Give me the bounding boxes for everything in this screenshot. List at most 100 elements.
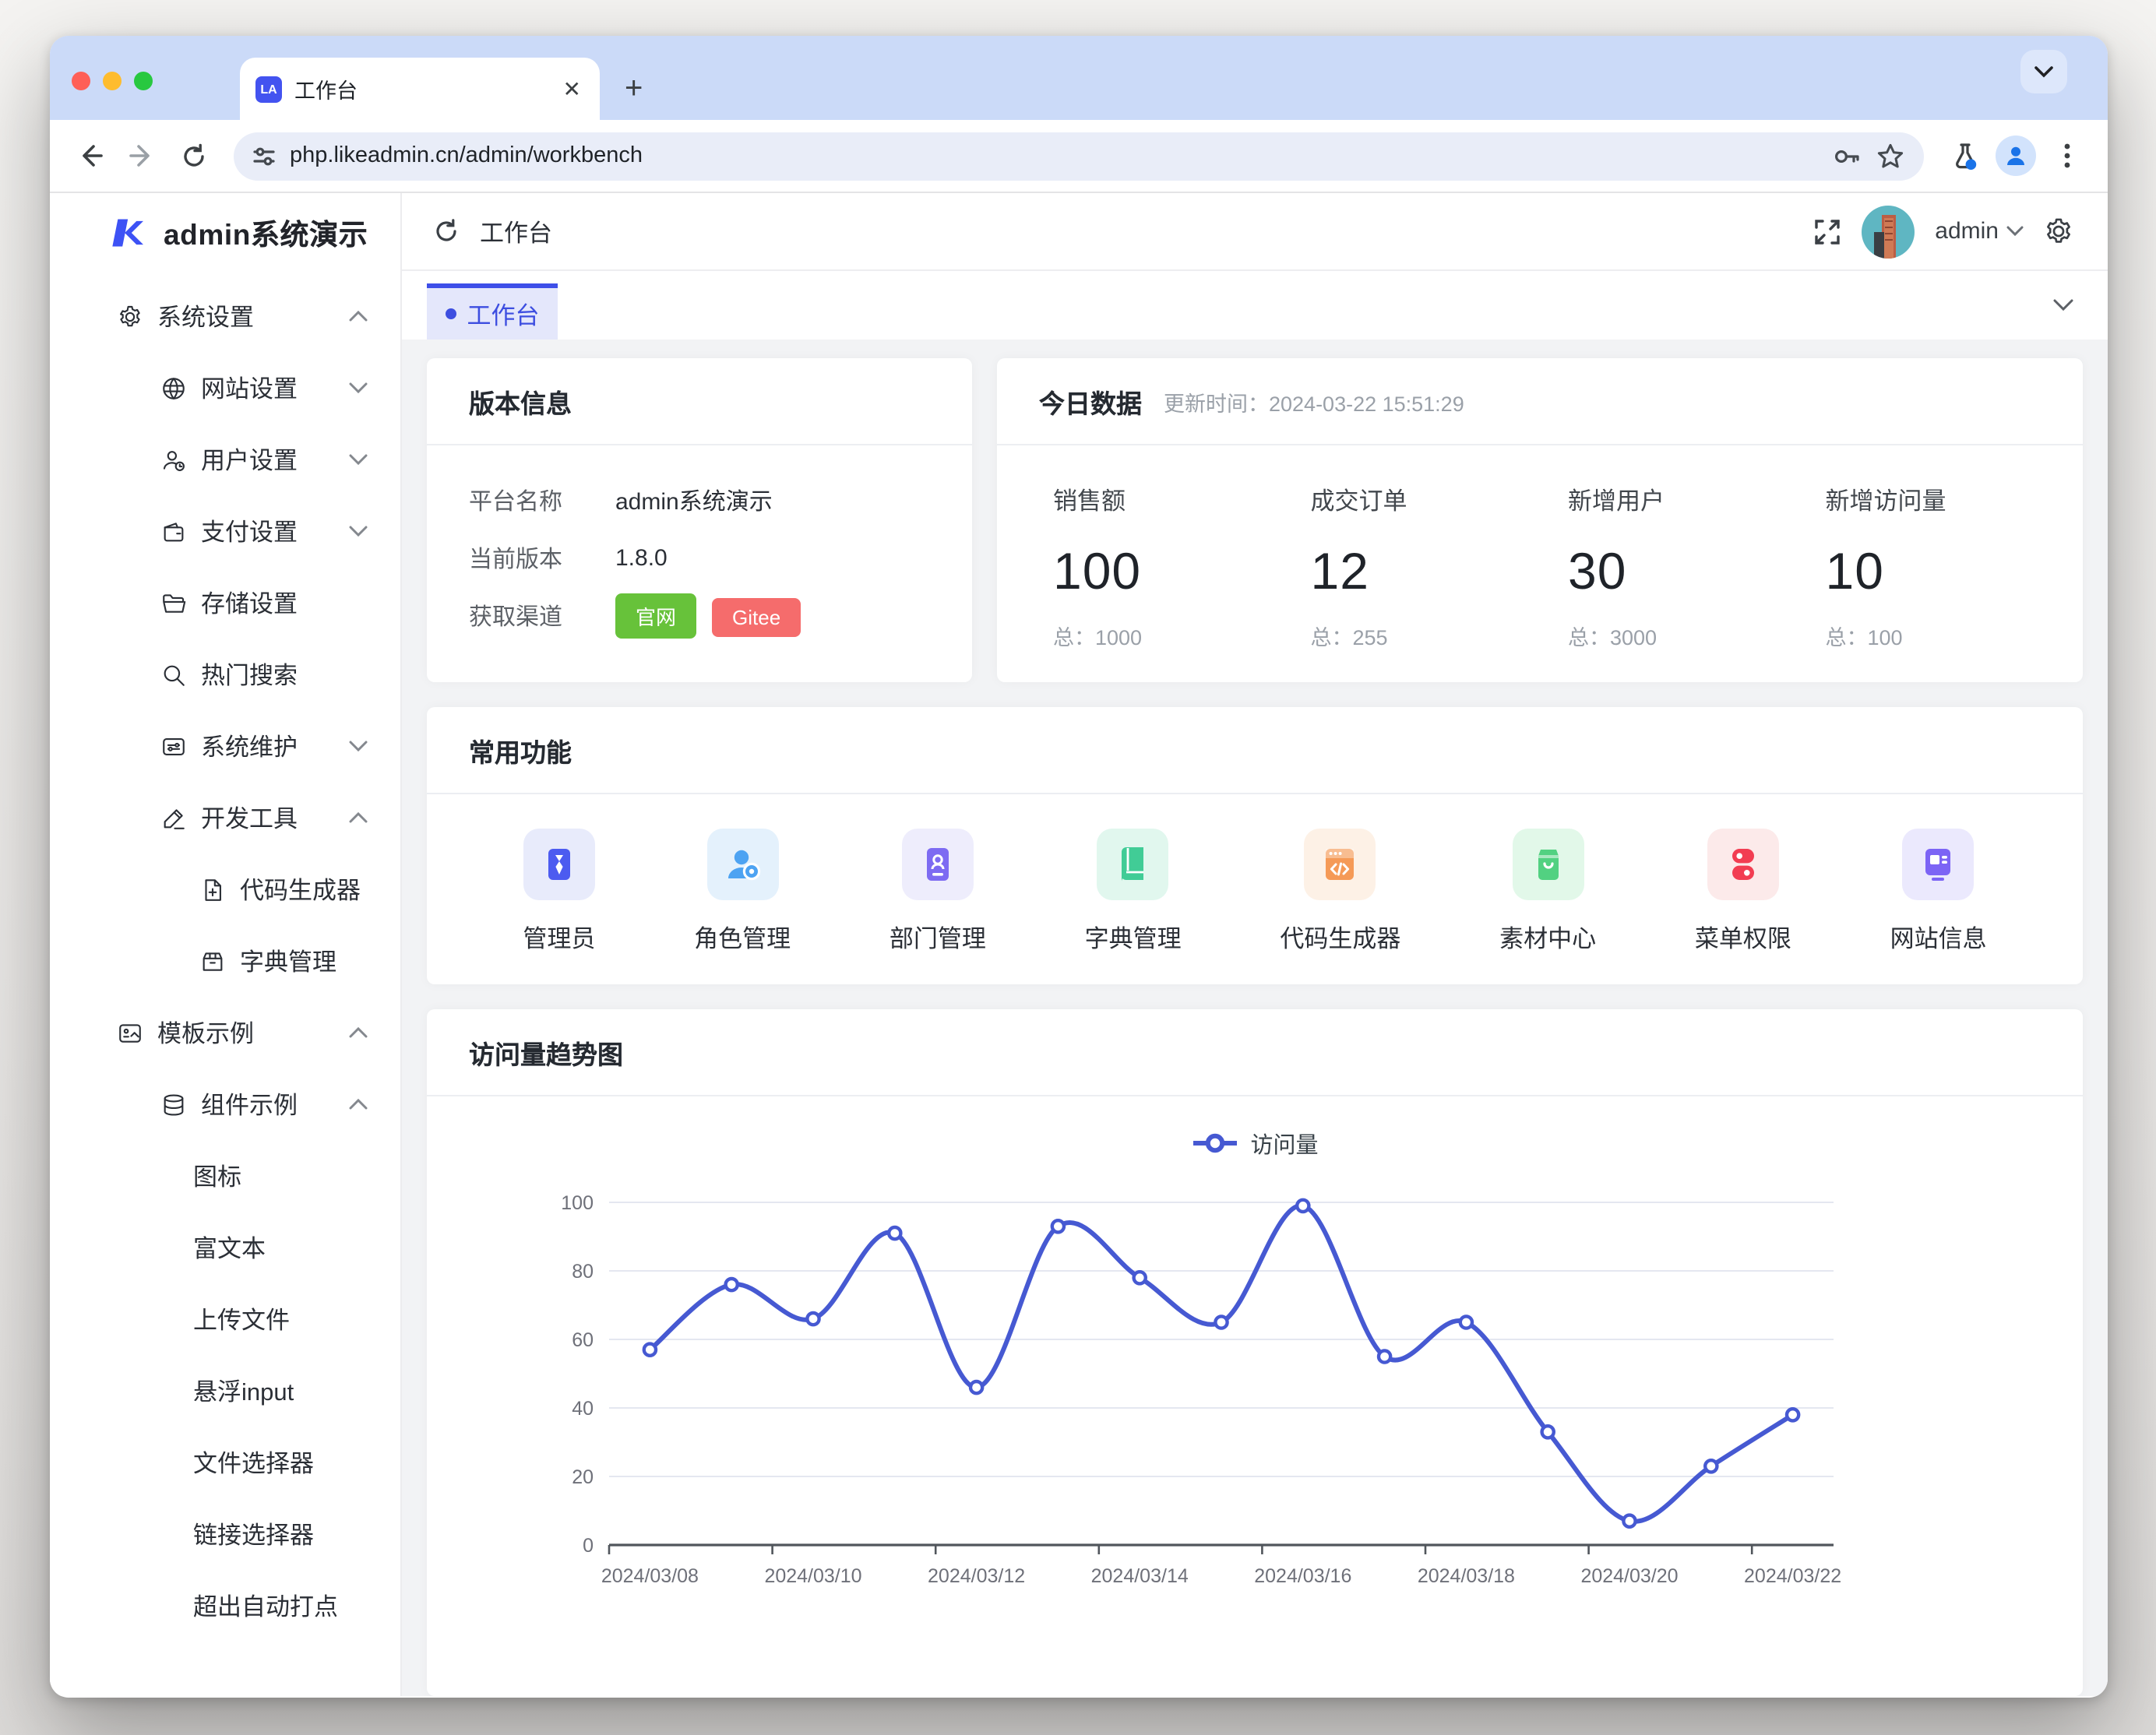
code-gen-icon: [1304, 829, 1376, 900]
sidebar-item-label: 热门搜索: [201, 663, 298, 690]
sidebar-item-开发工具[interactable]: 开发工具: [50, 782, 400, 853]
channel-button-Gitee[interactable]: Gitee: [712, 598, 801, 637]
function-部门管理[interactable]: 部门管理: [890, 829, 986, 955]
stat-销售额: 销售额 100 总：1000: [1053, 489, 1143, 649]
channel-button-官网[interactable]: 官网: [615, 593, 697, 639]
site-info-icon: [1902, 829, 1975, 900]
main-area: 工作台 admin: [402, 193, 2108, 1696]
site-settings-icon[interactable]: [252, 144, 276, 167]
chevron-up-icon: [349, 1026, 368, 1039]
page-tab-bar: 工作台: [402, 271, 2108, 340]
user-icon: [159, 446, 187, 473]
function-代码生成器[interactable]: 代码生成器: [1280, 829, 1400, 955]
tab-workbench[interactable]: 工作台: [427, 283, 558, 340]
sidebar-item-字典管理[interactable]: 字典管理: [50, 925, 400, 997]
sidebar-item-网站设置[interactable]: 网站设置: [50, 352, 400, 424]
function-菜单权限[interactable]: 菜单权限: [1695, 829, 1791, 955]
browser-tab[interactable]: LA 工作台 ✕: [240, 58, 600, 120]
sidebar-item-富文本[interactable]: 富文本: [50, 1212, 400, 1283]
app-logo[interactable]: admin系统演示: [50, 193, 400, 273]
new-tab-button[interactable]: +: [625, 72, 643, 106]
browser-profile-avatar[interactable]: [1996, 135, 2036, 176]
sidebar-item-系统维护[interactable]: 系统维护: [50, 710, 400, 782]
sidebar-item-用户设置[interactable]: 用户设置: [50, 424, 400, 495]
svg-text:0: 0: [583, 1535, 594, 1557]
fullscreen-icon[interactable]: [1813, 217, 1841, 245]
update-time: 更新时间：2024-03-22 15:51:29: [1164, 392, 1464, 415]
sidebar-item-label: 支付设置: [201, 520, 298, 547]
function-素材中心[interactable]: 素材中心: [1499, 829, 1596, 955]
visits-line-chart: 0 20 40 60 80 100 2024/03/08 2024/03/10 2024/03/…: [427, 1159, 2083, 1628]
bookmark-star-icon[interactable]: [1876, 141, 1905, 171]
sidebar-item-系统设置[interactable]: 系统设置: [50, 280, 400, 352]
sidebar-item-支付设置[interactable]: 支付设置: [50, 495, 400, 567]
tab-search-chevron-button[interactable]: [2020, 50, 2067, 93]
forward-button[interactable]: [122, 135, 162, 176]
sidebar-item-模板示例[interactable]: 模板示例: [50, 997, 400, 1068]
zoom-window-button[interactable]: [134, 72, 153, 90]
sidebar-item-label: 代码生成器: [240, 878, 361, 905]
today-card-title: 今日数据: [1039, 390, 1142, 418]
svg-text:2024/03/16: 2024/03/16: [1254, 1565, 1351, 1587]
function-角色管理[interactable]: 角色管理: [694, 829, 791, 955]
sidebar-item-label: 网站设置: [201, 377, 298, 403]
sidebar: admin系统演示 系统设置网站设置用户设置支付设置存储设置热门搜索系统维护 开发…: [50, 193, 402, 1696]
svg-text:2024/03/20: 2024/03/20: [1580, 1565, 1678, 1587]
stat-新增用户: 新增用户 30 总：3000: [1568, 489, 1665, 649]
version-card: 版本信息 平台名称 admin系统演示 当前版本 1.8.0 获取渠道 官网 Gitee: [427, 358, 972, 682]
stat-新增访问量: 新增访问量 10 总：100: [1825, 489, 1946, 649]
username-dropdown[interactable]: admin: [1935, 218, 2024, 245]
settings-gear-icon[interactable]: [2044, 216, 2073, 246]
function-字典管理[interactable]: 字典管理: [1085, 829, 1182, 955]
sidebar-item-label: 存储设置: [201, 592, 298, 618]
likeadmin-logo-icon: [112, 219, 143, 247]
refresh-icon[interactable]: [433, 218, 460, 245]
password-key-icon[interactable]: [1832, 141, 1862, 171]
svg-text:80: 80: [572, 1261, 594, 1283]
function-网站信息[interactable]: 网站信息: [1890, 829, 1987, 955]
sidebar-item-label: 用户设置: [201, 449, 298, 475]
admin-tie-icon: [523, 829, 595, 900]
sidebar-item-label: 悬浮input: [193, 1380, 294, 1406]
user-avatar[interactable]: [1862, 205, 1915, 258]
svg-text:100: 100: [561, 1192, 594, 1214]
chevron-down-icon: [2006, 226, 2024, 237]
sidebar-menu: 系统设置网站设置用户设置支付设置存储设置热门搜索系统维护 开发工具代码生成器字典管…: [50, 273, 400, 1642]
sidebar-item-悬浮input[interactable]: 悬浮input: [50, 1355, 400, 1427]
sidebar-item-代码生成器[interactable]: 代码生成器: [50, 853, 400, 925]
browser-window: LA 工作台 ✕ + php.likeadmin.cn/admin/workb: [50, 36, 2108, 1698]
reload-button[interactable]: [173, 135, 213, 176]
tabs-collapse-chevron[interactable]: [2053, 299, 2073, 311]
sidebar-item-超出自动打点[interactable]: 超出自动打点: [50, 1570, 400, 1642]
today-stats: 销售额 100 总：1000 成交订单 12 总：255 新增用户 30 总：3…: [997, 445, 2083, 651]
sidebar-item-label: 字典管理: [240, 950, 337, 977]
address-bar[interactable]: php.likeadmin.cn/admin/workbench: [234, 132, 1924, 180]
url-text[interactable]: php.likeadmin.cn/admin/workbench: [290, 143, 643, 168]
browser-menu-kebab-icon[interactable]: [2047, 135, 2087, 176]
back-button[interactable]: [70, 135, 111, 176]
svg-text:60: 60: [572, 1329, 594, 1351]
sidebar-item-存储设置[interactable]: 存储设置: [50, 567, 400, 639]
chevron-up-icon: [349, 811, 368, 824]
chart-legend[interactable]: 访问量: [427, 1128, 2083, 1159]
username: admin: [1935, 218, 1999, 245]
tab-close-icon[interactable]: ✕: [562, 76, 581, 100]
minimize-window-button[interactable]: [103, 72, 122, 90]
tab-favicon-icon: LA: [255, 76, 282, 102]
sidebar-item-热门搜索[interactable]: 热门搜索: [50, 639, 400, 710]
sidebar-item-图标[interactable]: 图标: [50, 1140, 400, 1212]
close-window-button[interactable]: [72, 72, 90, 90]
sidebar-item-上传文件[interactable]: 上传文件: [50, 1283, 400, 1355]
svg-text:2024/03/12: 2024/03/12: [928, 1565, 1025, 1587]
svg-text:20: 20: [572, 1466, 594, 1488]
sidebar-item-组件示例[interactable]: 组件示例: [50, 1068, 400, 1140]
svg-text:2024/03/18: 2024/03/18: [1418, 1565, 1515, 1587]
sidebar-item-文件选择器[interactable]: 文件选择器: [50, 1427, 400, 1498]
today-data-card: 今日数据 更新时间：2024-03-22 15:51:29 销售额 100 总：…: [997, 358, 2083, 682]
breadcrumb: 工作台: [480, 220, 553, 247]
experiments-flask-icon[interactable]: [1944, 135, 1985, 176]
material-icon: [1512, 829, 1584, 900]
function-管理员[interactable]: 管理员: [523, 829, 595, 955]
sidebar-item-链接选择器[interactable]: 链接选择器: [50, 1498, 400, 1570]
